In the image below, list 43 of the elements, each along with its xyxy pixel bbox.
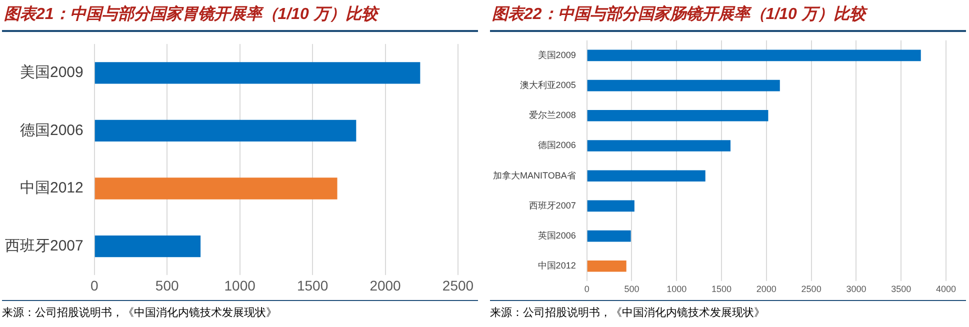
x-tick-label: 500	[155, 277, 179, 294]
bar	[587, 260, 626, 272]
y-tick-label: 中国2012	[20, 180, 84, 197]
x-tick-label: 0	[584, 284, 590, 294]
bar	[587, 200, 634, 212]
x-tick-label: 2000	[756, 284, 776, 294]
x-tick-label: 0	[90, 277, 98, 294]
x-tick-label: 2500	[442, 277, 474, 294]
x-tick-label: 500	[624, 284, 640, 294]
x-tick-label: 1000	[224, 277, 256, 294]
y-tick-label: 爱尔兰2008	[528, 110, 576, 120]
bar	[94, 178, 338, 200]
source-note: 来源：公司招股说明书，《中国消化内镜技术发展现状》	[2, 300, 478, 320]
x-tick-label: 4000	[936, 284, 956, 294]
x-tick-label: 3500	[891, 284, 912, 294]
chart-title: 图表21：中国与部分国家胃镜开展率（1/10 万）比较	[2, 0, 478, 32]
chart-title: 图表22：中国与部分国家肠镜开展率（1/10 万）比较	[490, 0, 966, 32]
bar	[94, 62, 420, 84]
y-tick-label: 中国2012	[538, 260, 576, 271]
y-tick-label: 加拿大MANITOBA省	[493, 170, 576, 180]
bar	[587, 140, 731, 152]
bar	[587, 80, 780, 92]
y-tick-label: 英国2006	[538, 230, 576, 241]
y-tick-label: 美国2009	[20, 64, 84, 82]
bar	[587, 50, 921, 62]
bar	[94, 235, 201, 258]
y-tick-label: 德国2006	[20, 122, 84, 139]
source-note: 来源：公司招股说明书，《中国消化内镜技术发展现状》	[490, 300, 966, 320]
bar	[587, 230, 631, 242]
y-tick-label: 西班牙2007	[4, 237, 84, 254]
y-tick-label: 美国2009	[538, 50, 576, 60]
x-tick-label: 1500	[712, 284, 732, 294]
y-tick-label: 德国2006	[538, 140, 576, 150]
y-tick-label: 澳大利亚2005	[520, 80, 576, 90]
bar	[94, 120, 356, 142]
bar	[587, 110, 768, 122]
bar	[587, 170, 706, 182]
x-tick-label: 1500	[296, 277, 328, 294]
x-tick-label: 2000	[370, 277, 402, 294]
y-tick-label: 西班牙2007	[528, 200, 576, 210]
x-tick-label: 1000	[666, 284, 687, 294]
x-tick-label: 2500	[801, 284, 822, 294]
x-tick-label: 3000	[846, 284, 866, 294]
